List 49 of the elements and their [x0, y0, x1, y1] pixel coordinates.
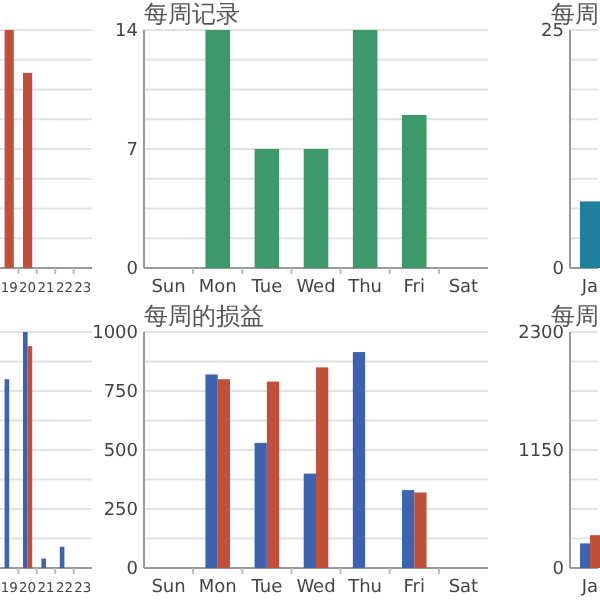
- y-tick-label: 1000: [92, 324, 139, 344]
- x-tick-label: Wed: [296, 578, 336, 598]
- y-tick-label: 250: [103, 501, 139, 521]
- chart-title: 每周: [551, 0, 599, 28]
- y-tick-label: 0: [552, 560, 565, 580]
- y-tick-label: 0: [126, 560, 139, 580]
- bar: [23, 332, 28, 568]
- y-tick-label: 0: [126, 260, 139, 280]
- y-tick-label: 2300: [518, 324, 565, 344]
- x-tick-label: Wed: [296, 278, 336, 298]
- bar: [402, 490, 415, 568]
- y-tick-label: 1150: [518, 442, 565, 462]
- bar: [352, 352, 366, 568]
- bar: [402, 115, 427, 268]
- y-tick-label: 0: [552, 260, 565, 280]
- x-tick-label: Thu: [346, 578, 383, 598]
- y-tick-label: 14: [115, 22, 139, 42]
- bar: [205, 30, 230, 268]
- x-tick-label: Sat: [448, 578, 480, 598]
- chart-title: 每周: [551, 302, 599, 330]
- x-tick-label: Mon: [198, 578, 237, 598]
- y-tick-label: 500: [103, 442, 139, 462]
- x-tick-label: Sun: [151, 578, 186, 598]
- bar: [414, 492, 427, 568]
- bar: [266, 381, 280, 568]
- x-tick-label: Fri: [403, 578, 426, 598]
- chart-title: 每周记录: [144, 0, 240, 28]
- bar: [41, 558, 46, 568]
- bar: [352, 30, 378, 268]
- bar: [303, 473, 316, 568]
- x-tick-label: Tue: [249, 278, 284, 298]
- x-tick-label: Ja: [579, 278, 599, 298]
- chart-title: 每周的损益: [144, 302, 264, 330]
- bar: [254, 149, 280, 268]
- y-tick-label: 7: [126, 141, 138, 161]
- y-tick-label: 750: [103, 383, 139, 403]
- bar: [254, 442, 267, 568]
- bar: [217, 379, 230, 568]
- x-tick-label: Mon: [198, 278, 237, 298]
- x-tick-label: Ja: [579, 578, 599, 598]
- x-tick-label: Fri: [403, 278, 426, 298]
- x-tick-label: Sun: [151, 278, 186, 298]
- x-tick-label: Thu: [346, 278, 383, 298]
- bar: [316, 367, 329, 568]
- y-tick-label: 25: [541, 22, 564, 42]
- x-tick-label: Tue: [249, 578, 284, 598]
- x-tick-label: Sat: [448, 278, 480, 298]
- bar: [205, 374, 218, 568]
- bar: [303, 149, 329, 268]
